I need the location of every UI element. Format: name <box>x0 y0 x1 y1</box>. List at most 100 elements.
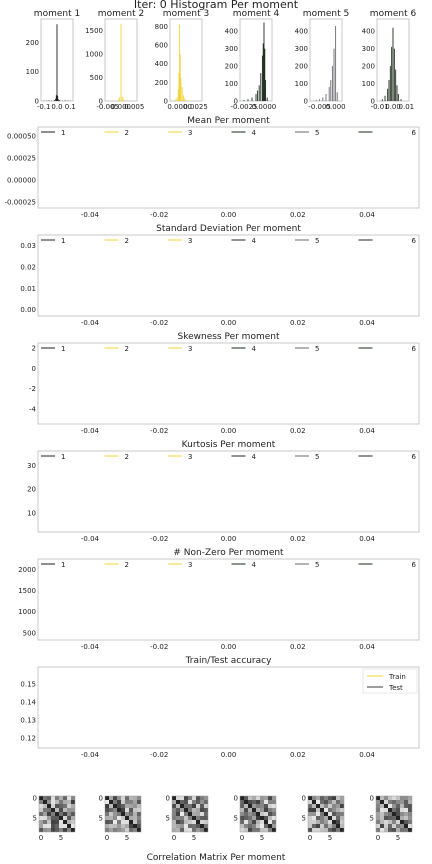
panel-xtick: 0.00 <box>221 211 237 219</box>
correlation-cell <box>340 812 344 816</box>
correlation-cell <box>404 804 408 808</box>
legend-label: 3 <box>188 129 192 137</box>
correlation-cell <box>392 808 396 812</box>
histogram-ytick: 0 <box>164 98 168 106</box>
correlation-cell <box>63 828 67 832</box>
histogram-bar <box>125 100 127 101</box>
histogram-ytick: 400 <box>225 28 238 36</box>
correlation-cell <box>376 828 380 832</box>
legend-label: 3 <box>188 345 192 353</box>
correlation-cell <box>180 828 184 832</box>
correlation-cell <box>240 804 244 808</box>
histogram-bar <box>263 22 265 101</box>
correlation-cell <box>117 808 121 812</box>
correlation-cell <box>129 812 133 816</box>
panel-xtick: -0.02 <box>150 751 168 759</box>
correlation-cell <box>380 808 384 812</box>
correlation-cell <box>71 824 75 828</box>
correlation-cell <box>248 804 252 808</box>
correlation-cell <box>324 796 328 800</box>
histogram-bar <box>251 97 253 101</box>
correlation-cell <box>105 808 109 812</box>
legend-label: 6 <box>412 345 417 353</box>
correlation-cell <box>105 820 109 824</box>
line-panel-4: Kurtosis Per moment -0.04 -0.02 0.00 0.02 0.0… <box>27 440 420 543</box>
correlation-cell <box>113 804 117 808</box>
correlation-cell <box>39 820 43 824</box>
panel-xtick: 0.00 <box>221 427 237 435</box>
correlation-cell <box>113 812 117 816</box>
histogram-bar <box>176 97 178 101</box>
correlation-cell <box>400 820 404 824</box>
correlation-ytick: 0 <box>302 795 306 803</box>
correlation-cell <box>308 816 312 820</box>
histogram-ytick: 100 <box>362 80 375 88</box>
correlation-cell <box>244 808 248 812</box>
correlation-cell <box>260 812 264 816</box>
correlation-cell <box>396 796 400 800</box>
panel-ytick: 10 <box>27 509 36 517</box>
correlation-cell <box>380 820 384 824</box>
correlation-cell <box>320 820 324 824</box>
correlation-cell <box>340 816 344 820</box>
correlation-xtick: 0 <box>308 834 312 842</box>
correlation-cell <box>113 796 117 800</box>
correlation-cell <box>268 824 272 828</box>
correlation-cell <box>400 804 404 808</box>
legend-box <box>362 668 418 694</box>
legend-label: 5 <box>315 345 319 353</box>
panel-title: Kurtosis Per moment <box>182 440 276 450</box>
correlation-cell <box>47 812 51 816</box>
correlation-cell <box>388 804 392 808</box>
correlation-cell <box>55 828 59 832</box>
correlation-cell <box>376 800 380 804</box>
legend-label: 1 <box>61 561 65 569</box>
correlation-cell <box>272 816 276 820</box>
histogram-bar <box>388 80 390 101</box>
correlation-cell <box>252 808 256 812</box>
correlation-cell <box>264 808 268 812</box>
correlation-cell <box>244 828 248 832</box>
histogram-ytick: 800 <box>155 23 168 31</box>
correlation-cell <box>109 804 113 808</box>
correlation-cell <box>137 800 141 804</box>
panel-ytick: 0.02 <box>20 263 36 271</box>
correlation-cell <box>188 828 192 832</box>
histogram-title: moment 1 <box>34 9 80 19</box>
correlation-cell <box>188 812 192 816</box>
correlation-cell <box>113 828 117 832</box>
correlation-cell <box>184 796 188 800</box>
correlation-cell <box>192 812 196 816</box>
correlation-cell <box>252 820 256 824</box>
correlation-cell <box>400 824 404 828</box>
panel-frame <box>37 342 420 425</box>
correlation-cell <box>125 820 129 824</box>
correlation-cell <box>196 804 200 808</box>
correlation-cell <box>256 796 260 800</box>
correlation-cell <box>109 808 113 812</box>
correlation-cell <box>55 812 59 816</box>
correlation-cell <box>244 820 248 824</box>
correlation-cell <box>113 800 117 804</box>
legend-label: Test <box>388 684 403 692</box>
histogram-ytick: 0 <box>99 98 103 106</box>
legend-entry-5: 5 <box>295 453 319 461</box>
panel-ytick: 0 <box>32 365 36 373</box>
correlation-cell <box>47 816 51 820</box>
correlation-cell <box>252 796 256 800</box>
correlation-cell <box>67 816 71 820</box>
histogram-row: moment 1 0 100 200 -0.1 0.0 0.1 moment 2 0 500 100… <box>26 9 417 111</box>
histogram-ytick: 200 <box>155 79 168 87</box>
correlation-cell <box>268 816 272 820</box>
panel-xtick: 0.04 <box>359 751 375 759</box>
correlation-cell <box>336 800 340 804</box>
panel-ytick: 0.00050 <box>7 132 36 140</box>
correlation-cell <box>121 800 125 804</box>
line-panel-5: # Non-Zero Per moment -0.04 -0.02 0.00 0.02 0… <box>18 548 420 651</box>
correlation-cell <box>172 796 176 800</box>
panel-xtick: -0.02 <box>150 643 168 651</box>
correlation-cell <box>180 824 184 828</box>
correlation-cell <box>63 808 67 812</box>
panel-ytick: 0.00 <box>20 306 36 314</box>
histogram-title: moment 4 <box>233 9 280 19</box>
